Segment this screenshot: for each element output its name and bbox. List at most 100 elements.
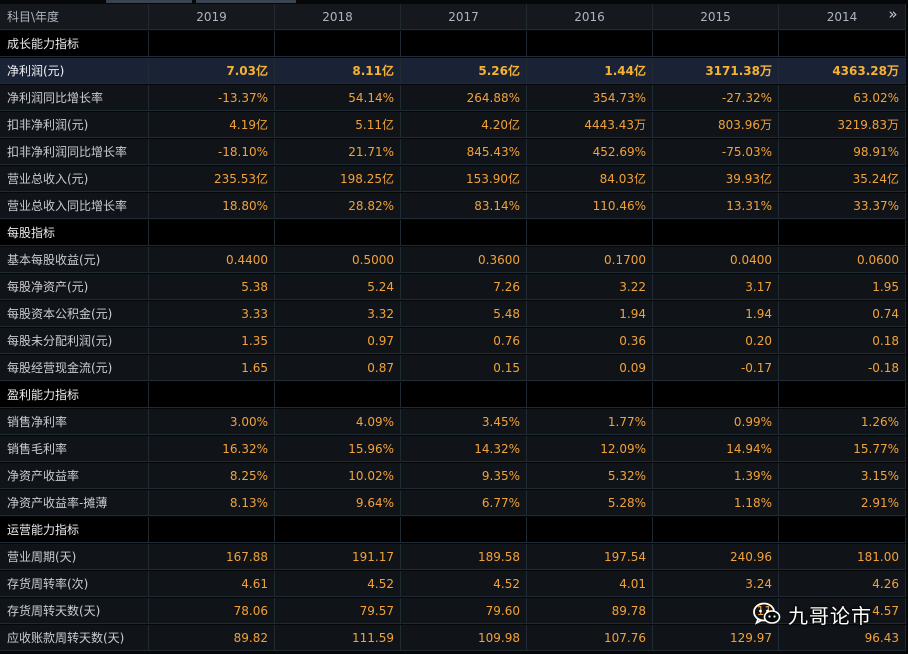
value-cell (149, 220, 275, 246)
table-header-row: 科目\年度 2019 2018 2017 2016 2015 2014 (0, 4, 906, 30)
value-cell (653, 31, 779, 57)
value-cell: 111.59 (275, 625, 401, 651)
value-cell: 3.24 (653, 571, 779, 597)
tab-indicator (196, 0, 296, 3)
header-year-2018[interactable]: 2018 (275, 4, 401, 30)
value-cell: 4.01 (527, 571, 653, 597)
value-cell (527, 517, 653, 543)
table-row[interactable]: 每股资本公积金(元) 3.33 3.32 5.48 1.94 1.94 0.74 (0, 301, 906, 327)
value-cell: 191.17 (275, 544, 401, 570)
table-row[interactable]: 营业周期(天) 167.88 191.17 189.58 197.54 240.96 181… (0, 544, 906, 570)
value-cell (275, 382, 401, 408)
value-cell: 4.26 (779, 571, 906, 597)
value-cell: 5.11亿 (275, 112, 401, 138)
value-cell: 39.93亿 (653, 166, 779, 192)
value-cell: 197.54 (527, 544, 653, 570)
row-label: 扣非净利润同比增长率 (0, 139, 149, 165)
value-cell (653, 220, 779, 246)
value-cell: 4.61 (149, 571, 275, 597)
table-row[interactable]: 净利润同比增长率 -13.37% 54.14% 264.88% 354.73% -27.3… (0, 85, 906, 111)
value-cell: 8.11亿 (275, 58, 401, 84)
value-cell (653, 517, 779, 543)
value-cell (653, 382, 779, 408)
value-cell (779, 382, 906, 408)
row-label: 营业总收入(元) (0, 166, 149, 192)
value-cell: 845.43% (401, 139, 527, 165)
value-cell: 452.69% (527, 139, 653, 165)
table-row[interactable]: 扣非净利润(元) 4.19亿 5.11亿 4.20亿 4443.43万 803.96万 32… (0, 112, 906, 138)
value-cell: 5.32% (527, 463, 653, 489)
table-row[interactable]: 应收账款周转天数(天) 89.82 111.59 109.98 107.76 129.97… (0, 625, 906, 651)
table-row[interactable]: 净资产收益率 8.25% 10.02% 9.35% 5.32% 1.39% 3.15% (0, 463, 906, 489)
row-label: 营业总收入同比增长率 (0, 193, 149, 219)
row-label: 净利润(元) (0, 58, 149, 84)
table-row[interactable]: 存货周转率(次) 4.61 4.52 4.52 4.01 3.24 4.26 (0, 571, 906, 597)
value-cell: 3.15% (779, 463, 906, 489)
value-cell: 167.88 (149, 544, 275, 570)
value-cell: 0.3600 (401, 247, 527, 273)
value-cell: 0.76 (401, 328, 527, 354)
value-cell (275, 517, 401, 543)
header-label: 科目\年度 (0, 4, 149, 30)
row-label: 每股净资产(元) (0, 274, 149, 300)
table-row[interactable]: 净利润(元) 7.03亿 8.11亿 5.26亿 1.44亿 3171.38万 4363.2… (0, 58, 906, 84)
value-cell (401, 31, 527, 57)
header-year-2019[interactable]: 2019 (149, 4, 275, 30)
value-cell: 0.0600 (779, 247, 906, 273)
table-row[interactable]: 净资产收益率-摊薄 8.13% 9.64% 6.77% 5.28% 1.18% 2.91% (0, 490, 906, 516)
header-year-2015[interactable]: 2015 (653, 4, 779, 30)
value-cell: 240.96 (653, 544, 779, 570)
table-row[interactable]: 销售毛利率 16.32% 15.96% 14.32% 12.09% 14.94% 15.77… (0, 436, 906, 462)
value-cell: 0.74 (779, 301, 906, 327)
value-cell (149, 382, 275, 408)
value-cell: 1.35 (149, 328, 275, 354)
value-cell: 12.09% (527, 436, 653, 462)
table-row[interactable]: 每股净资产(元) 5.38 5.24 7.26 3.22 3.17 1.95 (0, 274, 906, 300)
value-cell: 14.94% (653, 436, 779, 462)
value-cell: 0.5000 (275, 247, 401, 273)
table-row[interactable]: 扣非净利润同比增长率 -18.10% 21.71% 845.43% 452.69% -75… (0, 139, 906, 165)
table-row[interactable]: 基本每股收益(元) 0.4400 0.5000 0.3600 0.1700 0.0400 0… (0, 247, 906, 273)
value-cell: 6.77% (401, 490, 527, 516)
value-cell: 7.03亿 (149, 58, 275, 84)
row-label: 存货周转率(次) (0, 571, 149, 597)
value-cell: 79.60 (401, 598, 527, 624)
value-cell: 803.96万 (653, 112, 779, 138)
value-cell (275, 31, 401, 57)
value-cell: 153.90亿 (401, 166, 527, 192)
double-chevron-right-icon[interactable]: » (888, 5, 898, 23)
table-row[interactable]: 销售净利率 3.00% 4.09% 3.45% 1.77% 0.99% 1.26% (0, 409, 906, 435)
table-row[interactable]: 存货周转天数(天) 78.06 79.57 79.60 89.78 11 4.57 (0, 598, 906, 624)
value-cell: 3.45% (401, 409, 527, 435)
header-year-2016[interactable]: 2016 (527, 4, 653, 30)
value-cell: 109.98 (401, 625, 527, 651)
table-row[interactable]: 每股经营现金流(元) 1.65 0.87 0.15 0.09 -0.17 -0.18 (0, 355, 906, 381)
table-row[interactable]: 营业总收入(元) 235.53亿 198.25亿 153.90亿 84.03亿 39.93… (0, 166, 906, 192)
value-cell: 5.48 (401, 301, 527, 327)
value-cell: 181.00 (779, 544, 906, 570)
row-label: 营业周期(天) (0, 544, 149, 570)
value-cell: -0.17 (653, 355, 779, 381)
value-cell (779, 31, 906, 57)
table-row[interactable]: 每股未分配利润(元) 1.35 0.97 0.76 0.36 0.20 0.18 (0, 328, 906, 354)
value-cell: 107.76 (527, 625, 653, 651)
value-cell: 0.09 (527, 355, 653, 381)
section-header-row: 运营能力指标 (0, 517, 906, 543)
row-label: 销售毛利率 (0, 436, 149, 462)
header-year-2017[interactable]: 2017 (401, 4, 527, 30)
value-cell: 3219.83万 (779, 112, 906, 138)
row-label: 每股未分配利润(元) (0, 328, 149, 354)
table-row[interactable]: 营业总收入同比增长率 18.80% 28.82% 83.14% 110.46% 13.31… (0, 193, 906, 219)
value-cell: 98.91% (779, 139, 906, 165)
value-cell (527, 220, 653, 246)
value-cell: 8.25% (149, 463, 275, 489)
value-cell: 18.80% (149, 193, 275, 219)
value-cell: 84.03亿 (527, 166, 653, 192)
header-year-2014[interactable]: 2014 (779, 4, 906, 30)
section-title: 盈利能力指标 (0, 382, 149, 408)
section-header-row: 成长能力指标 (0, 31, 906, 57)
value-cell: 3171.38万 (653, 58, 779, 84)
value-cell: 4363.28万 (779, 58, 906, 84)
value-cell: 0.15 (401, 355, 527, 381)
value-cell: 3.22 (527, 274, 653, 300)
